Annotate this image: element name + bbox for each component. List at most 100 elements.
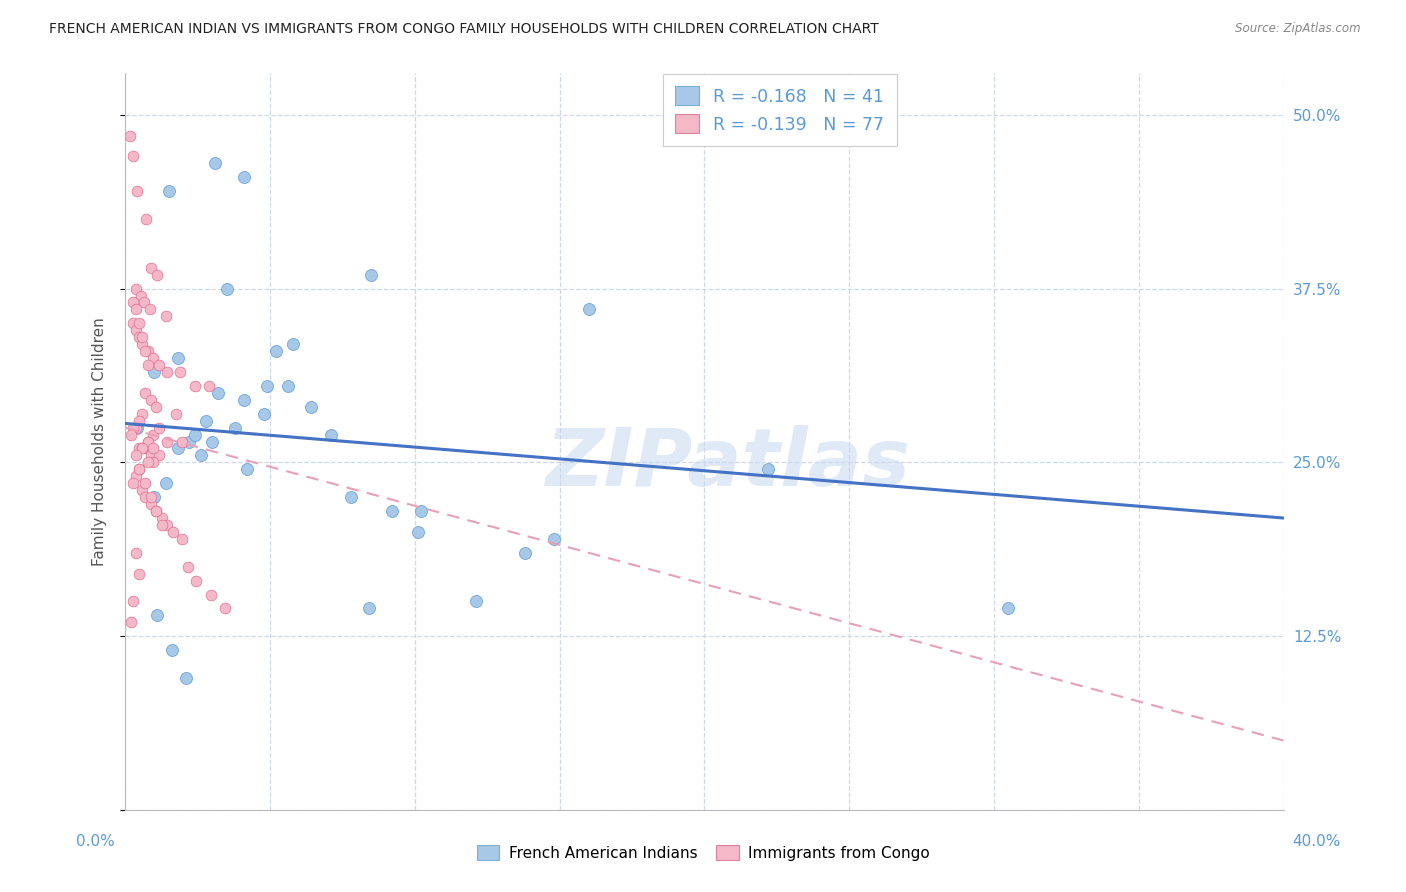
Point: [145, 504, 167, 518]
Point: [236, 462, 259, 476]
Point: [174, 671, 197, 685]
Point: [201, 434, 224, 449]
Point: [139, 302, 162, 317]
Point: [131, 483, 153, 498]
Point: [156, 518, 179, 533]
Point: [128, 330, 150, 344]
Point: [134, 476, 156, 491]
Point: [125, 449, 148, 463]
Point: [122, 295, 145, 310]
Point: [319, 427, 342, 442]
Point: [120, 427, 142, 442]
Point: [165, 407, 187, 421]
Point: [134, 385, 156, 400]
Point: [156, 434, 179, 449]
Point: [156, 365, 179, 379]
Point: [207, 385, 229, 400]
Point: [150, 511, 173, 525]
Point: [256, 379, 278, 393]
Point: [125, 302, 148, 317]
Point: [125, 420, 148, 434]
Point: [264, 344, 287, 359]
Point: [177, 434, 200, 449]
Point: [143, 490, 166, 504]
Legend: R = -0.168   N = 41, R = -0.139   N = 77: R = -0.168 N = 41, R = -0.139 N = 77: [664, 74, 897, 145]
Point: [198, 379, 221, 393]
Text: FRENCH AMERICAN INDIAN VS IMMIGRANTS FROM CONGO FAMILY HOUSEHOLDS WITH CHILDREN : FRENCH AMERICAN INDIAN VS IMMIGRANTS FRO…: [49, 22, 879, 37]
Point: [157, 184, 180, 198]
Point: [121, 149, 143, 163]
Point: [136, 434, 159, 449]
Point: [184, 379, 207, 393]
Legend: French American Indians, Immigrants from Congo: French American Indians, Immigrants from…: [470, 837, 936, 868]
Point: [125, 469, 148, 483]
Point: [215, 281, 238, 295]
Point: [224, 420, 246, 434]
Point: [128, 316, 150, 330]
Point: [166, 442, 188, 456]
Point: [131, 288, 153, 302]
Point: [122, 476, 145, 491]
Point: [155, 476, 177, 491]
Text: Source: ZipAtlas.com: Source: ZipAtlas.com: [1236, 22, 1361, 36]
Point: [190, 449, 212, 463]
Point: [406, 524, 429, 539]
Point: [124, 281, 146, 295]
Point: [578, 302, 600, 317]
Point: [148, 449, 170, 463]
Point: [131, 407, 153, 421]
Point: [128, 414, 150, 428]
Point: [409, 504, 432, 518]
Point: [122, 594, 145, 608]
Point: [131, 442, 153, 456]
Point: [134, 442, 156, 456]
Text: 0.0%: 0.0%: [76, 834, 115, 848]
Y-axis label: Family Households with Children: Family Households with Children: [93, 318, 107, 566]
Point: [160, 643, 183, 657]
Point: [169, 365, 191, 379]
Point: [233, 170, 256, 185]
Point: [277, 379, 299, 393]
Point: [148, 420, 170, 434]
Point: [139, 490, 162, 504]
Point: [756, 462, 779, 476]
Point: [170, 434, 193, 449]
Point: [125, 184, 148, 198]
Point: [340, 490, 363, 504]
Point: [357, 601, 380, 615]
Text: 40.0%: 40.0%: [1292, 834, 1340, 848]
Point: [360, 268, 382, 282]
Point: [176, 559, 198, 574]
Point: [299, 400, 322, 414]
Point: [120, 615, 142, 630]
Point: [162, 524, 184, 539]
Point: [283, 337, 305, 351]
Point: [513, 546, 536, 560]
Point: [148, 358, 170, 372]
Point: [136, 434, 159, 449]
Point: [166, 351, 188, 365]
Point: [131, 330, 153, 344]
Point: [200, 588, 222, 602]
Point: [143, 365, 166, 379]
Point: [997, 601, 1019, 615]
Point: [146, 608, 169, 623]
Point: [125, 420, 148, 434]
Point: [139, 392, 162, 407]
Point: [135, 212, 157, 227]
Point: [139, 497, 162, 511]
Point: [134, 295, 156, 310]
Point: [186, 574, 208, 588]
Point: [184, 427, 207, 442]
Point: [122, 316, 145, 330]
Point: [141, 260, 163, 275]
Point: [136, 455, 159, 469]
Point: [125, 546, 148, 560]
Point: [125, 323, 148, 337]
Point: [214, 601, 236, 615]
Point: [128, 442, 150, 456]
Point: [134, 490, 156, 504]
Point: [170, 532, 193, 546]
Point: [131, 337, 153, 351]
Point: [136, 344, 159, 359]
